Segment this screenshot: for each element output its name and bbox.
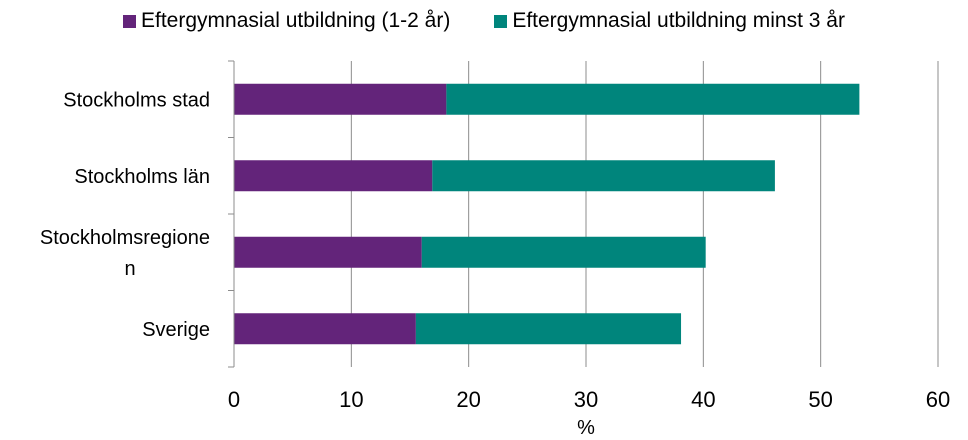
legend-item-series-1: Eftergymnasial utbildning (1-2 år)	[123, 9, 450, 33]
bar-3-series-1	[234, 236, 422, 268]
legend-label-series-2: Eftergymnasial utbildning minst 3 år	[512, 9, 845, 32]
legend: Eftergymnasial utbildning (1-2 år) Efter…	[0, 6, 968, 36]
legend-label-series-1: Eftergymnasial utbildning (1-2 år)	[141, 9, 451, 32]
category-label-3: Stockholmsregione n	[40, 227, 210, 280]
legend-swatch-series-2	[494, 14, 508, 28]
legend-item-series-2: Eftergymnasial utbildning minst 3 år	[494, 9, 845, 33]
x-tick-label-6: 60	[926, 387, 950, 412]
x-tick-label-1: 10	[339, 387, 363, 412]
x-tick-label-4: 40	[691, 387, 715, 412]
x-axis-label: %	[577, 417, 595, 439]
bar-1-series-2	[446, 83, 860, 115]
category-label-4: Sverige	[142, 319, 210, 341]
x-tick-label-2: 20	[456, 387, 480, 412]
x-tick-label-5: 50	[808, 387, 832, 412]
category-label-2: Stockholms län	[74, 166, 210, 188]
x-tick-label-0: 0	[228, 387, 240, 412]
x-tick-label-3: 30	[574, 387, 598, 412]
bar-2-series-2	[432, 160, 775, 192]
bar-1-series-1	[234, 83, 447, 115]
bar-3-series-2	[421, 236, 706, 268]
category-label-1: Stockholms stad	[63, 89, 210, 111]
bar-4-series-1	[234, 313, 416, 345]
bar-2-series-1	[234, 160, 433, 192]
legend-swatch-series-1	[123, 14, 136, 28]
bar-4-series-2	[415, 313, 682, 345]
